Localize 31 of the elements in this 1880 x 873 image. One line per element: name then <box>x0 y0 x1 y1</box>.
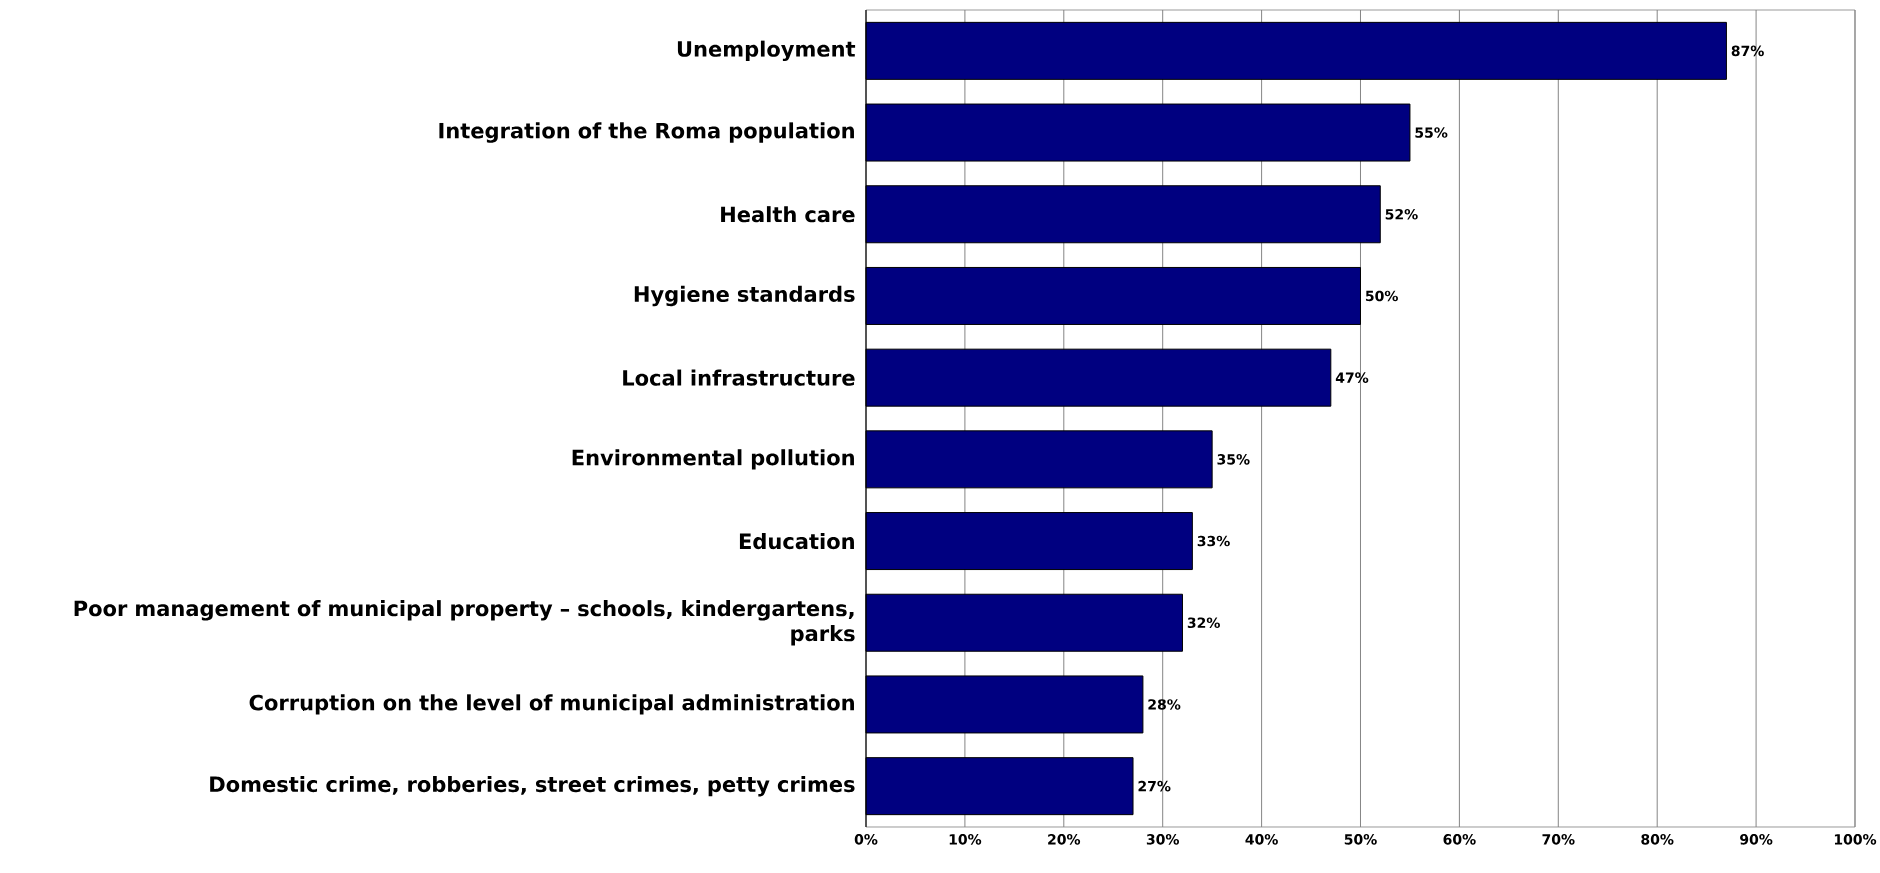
x-tick-label: 60% <box>1443 834 1476 845</box>
x-tick-label: 30% <box>1146 834 1180 845</box>
y-tick-label: Domestic crime, robberies, street crimes, petty crimes <box>210 775 855 797</box>
data-label: 28% <box>1148 699 1181 710</box>
x-tick-label: 20% <box>1048 834 1081 845</box>
x-tick-label: 70% <box>1542 834 1575 845</box>
data-label: 33% <box>1197 535 1230 547</box>
y-tick-label: Integration of the Roma population <box>439 122 854 143</box>
data-label: 55% <box>1415 127 1448 138</box>
x-tick-label: 80% <box>1641 834 1674 845</box>
data-label: 35% <box>1217 454 1250 465</box>
y-tick-label: Education <box>739 532 854 550</box>
x-tick-label: 0% <box>854 834 878 845</box>
y-tick-label: Unemployment <box>677 40 856 62</box>
data-label: 27% <box>1138 780 1171 792</box>
data-label: 87% <box>1731 45 1764 57</box>
x-tick-label: 40% <box>1245 834 1278 845</box>
y-tick-label: Poor management of municipal property – schools, kindergartens, parks <box>74 600 855 646</box>
y-tick-label: Local infrastructure <box>623 369 855 386</box>
y-tick-label: Environmental pollution <box>572 449 854 470</box>
y-tick-label: Corruption on the level of municipal administration <box>249 694 854 715</box>
data-label: 32% <box>1187 617 1220 629</box>
x-tick-label: 100% <box>1834 834 1877 845</box>
y-tick-label: Health care <box>721 206 855 223</box>
y-tick-label: Hygiene standards <box>634 285 855 307</box>
x-tick-label: 10% <box>949 834 982 845</box>
data-label: 47% <box>1335 372 1369 383</box>
data-label: 52% <box>1385 208 1418 220</box>
x-tick-label: 90% <box>1740 834 1773 845</box>
x-tick-label: 50% <box>1344 834 1377 845</box>
data-label: 50% <box>1365 290 1398 302</box>
